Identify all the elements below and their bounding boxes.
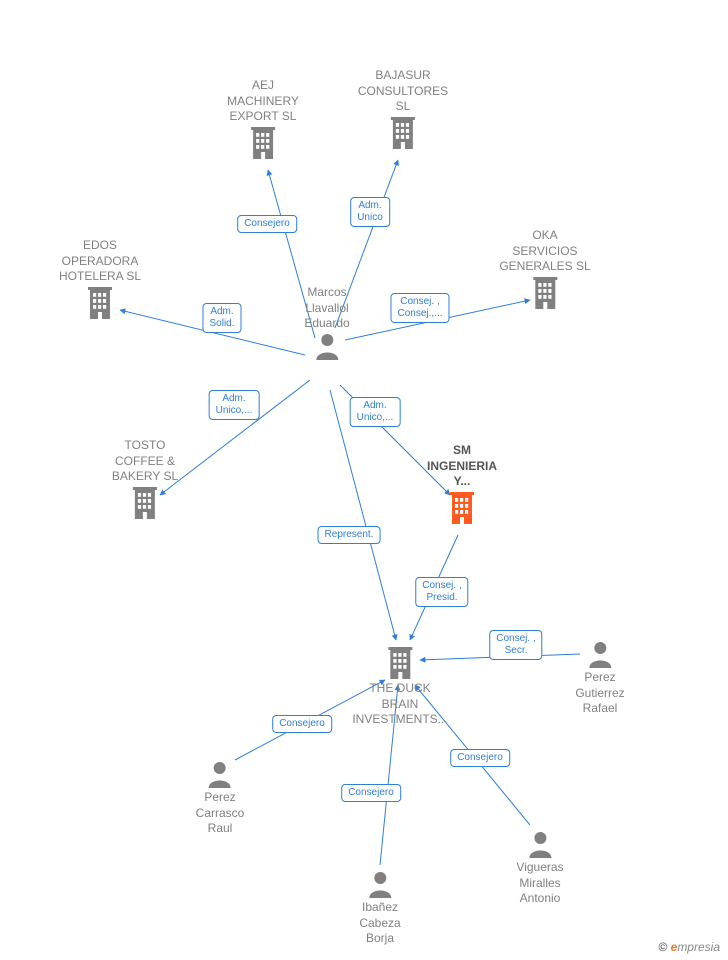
copyright-symbol: © [658, 940, 667, 954]
brand-rest: mpresia [677, 940, 720, 954]
edge-line [120, 310, 305, 355]
edge-line [160, 380, 310, 495]
person-icon [314, 332, 340, 360]
edge-label: Consej. , Consej.,... [390, 293, 449, 323]
edge-label: Consej. , Presid. [415, 577, 468, 607]
node-label: Perez Carrasco Raul [196, 790, 245, 837]
node-sm[interactable]: SM INGENIERIA Y... [427, 441, 497, 524]
building-icon [249, 125, 277, 159]
node-label: Vigueras Miralles Antonio [516, 860, 563, 907]
node-label: EDOS OPERADORA HOTELERA SL [59, 238, 141, 285]
edge-label: Adm. Solid. [202, 303, 241, 333]
node-label: Perez Gutierrez Rafael [575, 670, 624, 717]
node-label: Ibañez Cabeza Borja [359, 900, 400, 947]
person-icon [207, 760, 233, 788]
node-duck[interactable]: THE DUCK BRAIN INVESTMENTS... [352, 645, 447, 728]
node-vigueras[interactable]: Vigueras Miralles Antonio [516, 830, 563, 907]
building-icon [448, 490, 476, 524]
node-perezg[interactable]: Perez Gutierrez Rafael [575, 640, 624, 717]
node-label: OKA SERVICIOS GENERALES SL [499, 228, 590, 275]
building-icon [86, 285, 114, 319]
person-icon [587, 640, 613, 668]
node-label: Marcos Llavallol Eduardo [304, 285, 349, 332]
node-edos[interactable]: EDOS OPERADORA HOTELERA SL [59, 236, 141, 319]
node-label: BAJASUR CONSULTORES SL [358, 68, 448, 115]
edge-label: Represent. [318, 526, 381, 544]
building-icon [531, 275, 559, 309]
edge-label: Adm. Unico,... [350, 397, 401, 427]
building-icon [386, 645, 414, 679]
person-icon [367, 870, 393, 898]
edge-label: Consejero [341, 784, 401, 802]
node-label: THE DUCK BRAIN INVESTMENTS... [352, 681, 447, 728]
building-icon [389, 115, 417, 149]
node-tosto[interactable]: TOSTO COFFEE & BAKERY SL [112, 436, 178, 519]
diagram-canvas: Marcos Llavallol Eduardo AEJ MACHINERY EX… [0, 0, 728, 960]
edge-label: Adm. Unico [350, 197, 390, 227]
edge-label: Adm. Unico,... [209, 390, 260, 420]
edge-label: Consejero [237, 215, 297, 233]
node-aej[interactable]: AEJ MACHINERY EXPORT SL [227, 76, 299, 159]
edge-line [330, 390, 396, 640]
node-bajasur[interactable]: BAJASUR CONSULTORES SL [358, 66, 448, 149]
watermark: © empresia [658, 940, 720, 954]
node-label: AEJ MACHINERY EXPORT SL [227, 78, 299, 125]
edge-label: Consejero [450, 749, 510, 767]
edge-label: Consej. , Secr. [489, 630, 542, 660]
node-perezc[interactable]: Perez Carrasco Raul [196, 760, 245, 837]
edge-label: Consejero [272, 715, 332, 733]
edge-line [410, 535, 458, 640]
person-icon [527, 830, 553, 858]
building-icon [131, 485, 159, 519]
node-oka[interactable]: OKA SERVICIOS GENERALES SL [499, 226, 590, 309]
node-label: TOSTO COFFEE & BAKERY SL [112, 438, 178, 485]
node-label: SM INGENIERIA Y... [427, 443, 497, 490]
node-ibanez[interactable]: Ibañez Cabeza Borja [359, 870, 400, 947]
node-marcos[interactable]: Marcos Llavallol Eduardo [304, 283, 349, 360]
